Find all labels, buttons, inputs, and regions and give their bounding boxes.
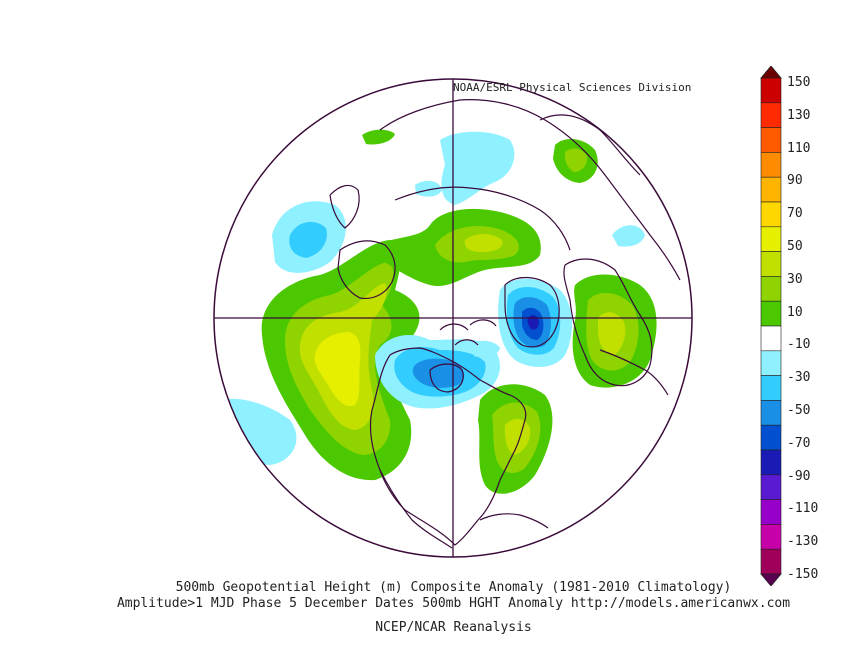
- colorbar-tick-label: 30: [787, 271, 803, 287]
- title-line-2: Amplitude>1 MJD Phase 5 December Dates 5…: [116, 596, 791, 611]
- anomaly-negative-asia: [612, 225, 645, 247]
- colorbar-segment: [760, 152, 782, 178]
- title-line-1: 500mb Geopotential Height (m) Composite …: [175, 580, 732, 595]
- colorbar-tick-label: -30: [787, 370, 811, 386]
- coastline-hudson-bay: [429, 363, 464, 393]
- colorbar-tick-label: -90: [787, 468, 811, 484]
- colorbar-tick-label: -150: [787, 567, 819, 582]
- anomaly-positive-atlantic-50: [504, 418, 531, 455]
- anomaly-negative-greenland-90: [527, 315, 539, 330]
- colorbar-tick-label: -110: [787, 501, 819, 517]
- colorbar-segment: [760, 499, 782, 525]
- coastline-arctic-islands: [439, 319, 497, 346]
- colorbar-segment: [760, 251, 782, 277]
- colorbar-arrow-bottom: [760, 573, 782, 586]
- colorbar-segment: [760, 474, 782, 500]
- anomaly-positive-small: [362, 129, 395, 145]
- colorbar-segment: [760, 350, 782, 376]
- colorbar-segment: [760, 548, 782, 575]
- colorbar-segment: [760, 276, 782, 302]
- coastline-mexico: [379, 469, 453, 549]
- colorbar-segment: [760, 226, 782, 252]
- colorbar-segment: [760, 400, 782, 426]
- colorbar-tick-label: 50: [787, 239, 803, 254]
- coastline-caribbean: [479, 513, 549, 529]
- anomaly-positive-europe-50: [598, 312, 626, 355]
- colorbar-arrow-top: [760, 66, 782, 79]
- colorbar-segment: [760, 449, 782, 476]
- colorbar-segment: [760, 375, 782, 401]
- anomaly-negative-canada-50: [412, 358, 465, 388]
- colorbar-segment: [760, 176, 782, 203]
- anomaly-negative-siberia-small: [415, 180, 442, 197]
- colorbar-segment: [760, 127, 782, 153]
- anomaly-positive-pacific-70: [314, 332, 361, 407]
- coastline-greenland: [504, 276, 560, 348]
- coastline-europe: [563, 258, 653, 387]
- coastline-kamchatka: [329, 184, 360, 229]
- anomaly-positive-scandinavia-30: [564, 148, 588, 172]
- colorbar-segment: [760, 102, 782, 128]
- colorbar-tick-label: 10: [787, 304, 803, 320]
- anomaly-negative-pacific-30: [289, 221, 327, 258]
- colorbar-segments: [760, 66, 782, 586]
- colorbar-tick-label: 70: [787, 206, 803, 222]
- colorbar: [760, 66, 782, 586]
- colorbar-tick-label: 150: [787, 75, 811, 90]
- anomaly-positive-arctic-50: [464, 234, 503, 252]
- anomaly-field: [222, 129, 657, 494]
- coastline-med: [599, 349, 669, 396]
- title-line-3: NCEP/NCAR Reanalysis: [375, 620, 532, 635]
- credit-label: NOAA/ESRL Physical Sciences Division: [453, 81, 692, 94]
- colorbar-tick-label: -50: [787, 403, 811, 418]
- colorbar-segment: [760, 524, 782, 550]
- colorbar-segment: [760, 424, 782, 451]
- colorbar-segment: [760, 325, 782, 352]
- coastline-siberia-arctic: [394, 186, 571, 251]
- colorbar-segment: [760, 300, 782, 327]
- coastline-alaska: [337, 240, 396, 300]
- colorbar-tick-label: 110: [787, 140, 811, 156]
- colorbar-labels: 150 130 110 90 70 50 30 10 -10 -30 -50 -70 -90 -110 -1…: [787, 0, 847, 655]
- anomaly-negative-subtropics: [222, 398, 297, 465]
- colorbar-tick-label: -130: [787, 534, 819, 550]
- colorbar-segment: [760, 77, 782, 104]
- colorbar-segment: [760, 201, 782, 228]
- colorbar-tick-label: 130: [787, 107, 811, 123]
- colorbar-tick-label: -10: [787, 337, 811, 353]
- colorbar-tick-label: -70: [787, 435, 811, 451]
- colorbar-tick-label: 90: [787, 173, 803, 189]
